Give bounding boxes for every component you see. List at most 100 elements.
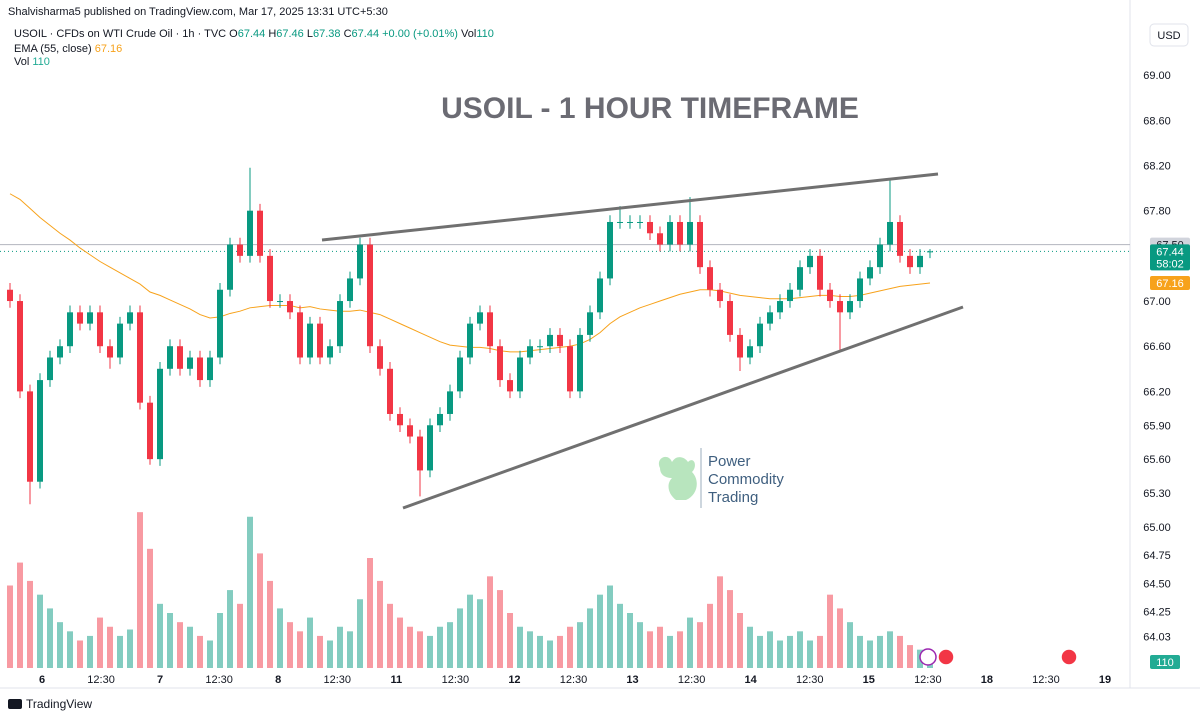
event-icon[interactable] bbox=[1060, 648, 1078, 666]
volume-bar bbox=[817, 635, 823, 668]
candle-body bbox=[257, 210, 263, 256]
y-tick-label: 66.20 bbox=[1143, 386, 1171, 398]
event-icon[interactable] bbox=[919, 648, 937, 666]
candle-body bbox=[337, 301, 343, 347]
candle-body bbox=[97, 312, 103, 347]
volume-bar bbox=[877, 635, 883, 668]
x-tick-label: 12:30 bbox=[914, 674, 942, 686]
x-tick-label: 11 bbox=[391, 674, 403, 686]
y-tick-label: 64.75 bbox=[1143, 550, 1171, 562]
volume-bar bbox=[647, 631, 653, 668]
volume-bar bbox=[757, 635, 763, 668]
volume-bar bbox=[837, 608, 843, 668]
volume-bar bbox=[187, 626, 193, 668]
volume-bar bbox=[517, 626, 523, 668]
volume-bar bbox=[787, 635, 793, 668]
x-tick-label: 12:30 bbox=[442, 674, 470, 686]
candle-body bbox=[407, 425, 413, 437]
volume-badge-label: 110 bbox=[1156, 657, 1174, 669]
candle-body bbox=[47, 357, 53, 381]
candle-body bbox=[597, 278, 603, 313]
vol-legend: Vol 110 bbox=[14, 56, 50, 68]
volume-bar bbox=[907, 645, 913, 668]
volume-bar bbox=[217, 613, 223, 668]
volume-bar bbox=[897, 635, 903, 668]
candle-body bbox=[467, 323, 473, 358]
y-tick-label: 64.25 bbox=[1143, 607, 1171, 619]
candle-body bbox=[887, 221, 893, 245]
event-icon[interactable] bbox=[937, 648, 955, 666]
candle-body bbox=[797, 267, 803, 290]
candle-body bbox=[667, 221, 673, 245]
volume-bar bbox=[637, 622, 643, 668]
candle-body bbox=[717, 289, 723, 302]
volume-bar bbox=[307, 617, 313, 668]
volume-bar bbox=[457, 608, 463, 668]
candle-body bbox=[737, 334, 743, 358]
watermark-text: Power bbox=[708, 453, 751, 470]
candle-body bbox=[807, 255, 813, 268]
currency-button[interactable] bbox=[1149, 23, 1189, 47]
volume-bar bbox=[367, 558, 373, 668]
volume-bar bbox=[437, 626, 443, 668]
volume-bar bbox=[687, 617, 693, 668]
candle-body bbox=[917, 255, 923, 268]
candle-body bbox=[707, 267, 713, 290]
x-tick-label: 12:30 bbox=[87, 674, 115, 686]
candle-body bbox=[927, 251, 933, 253]
volume-bar bbox=[727, 590, 733, 668]
volume-bar bbox=[797, 631, 803, 668]
candle-body bbox=[487, 312, 493, 347]
volume-bar bbox=[667, 635, 673, 668]
ohlc-value: 67.38 bbox=[312, 28, 341, 40]
price-badge bbox=[1150, 244, 1190, 271]
candle-body bbox=[567, 346, 573, 392]
volume-bar bbox=[827, 594, 833, 668]
volume-bar bbox=[197, 635, 203, 668]
candle-body bbox=[587, 312, 593, 335]
volume-bar bbox=[167, 613, 173, 668]
watermark-text: Trading bbox=[708, 489, 758, 506]
watermark-text: Commodity bbox=[708, 471, 784, 488]
candle-body bbox=[697, 221, 703, 268]
volume-bar bbox=[37, 594, 43, 668]
volume-bar bbox=[487, 576, 493, 668]
currency-label: USD bbox=[1157, 30, 1180, 42]
vol-value: 110 bbox=[476, 28, 494, 40]
brand-logo bbox=[8, 699, 22, 709]
volume-bar bbox=[657, 626, 663, 668]
candle-body bbox=[157, 368, 163, 460]
volume-bar bbox=[547, 640, 553, 668]
volume-bar bbox=[137, 512, 143, 668]
y-tick-label: 64.03 bbox=[1143, 631, 1171, 643]
volume-bar bbox=[267, 580, 273, 668]
brand-name: TradingView bbox=[26, 697, 92, 711]
candle-body bbox=[117, 323, 123, 358]
volume-bar bbox=[317, 635, 323, 668]
change: +0.00 (+0.01%) bbox=[382, 28, 458, 40]
volume-bar bbox=[417, 631, 423, 668]
candle-body bbox=[127, 312, 133, 324]
x-tick-label: 13 bbox=[626, 674, 638, 686]
volume-bar bbox=[497, 590, 503, 668]
candle-body bbox=[897, 221, 903, 256]
volume-bar bbox=[427, 635, 433, 668]
ohlc-label: O bbox=[229, 28, 238, 40]
trend-line bbox=[402, 305, 964, 510]
y-tick-label: 68.60 bbox=[1143, 115, 1171, 127]
published-line: Shalvisharma5 published on TradingView.c… bbox=[8, 6, 388, 18]
volume-bar bbox=[737, 613, 743, 668]
candle-body bbox=[297, 312, 303, 358]
candle-body bbox=[727, 301, 733, 335]
y-tick-label: 67.80 bbox=[1143, 206, 1171, 218]
candle-body bbox=[837, 301, 843, 313]
volume-bar bbox=[577, 622, 583, 668]
candle-body bbox=[777, 301, 783, 313]
volume-bar bbox=[387, 603, 393, 668]
candle-body bbox=[437, 413, 443, 426]
candle-body bbox=[857, 278, 863, 302]
candle-body bbox=[457, 357, 463, 392]
candle-body bbox=[377, 346, 383, 369]
volume-bar bbox=[587, 608, 593, 668]
